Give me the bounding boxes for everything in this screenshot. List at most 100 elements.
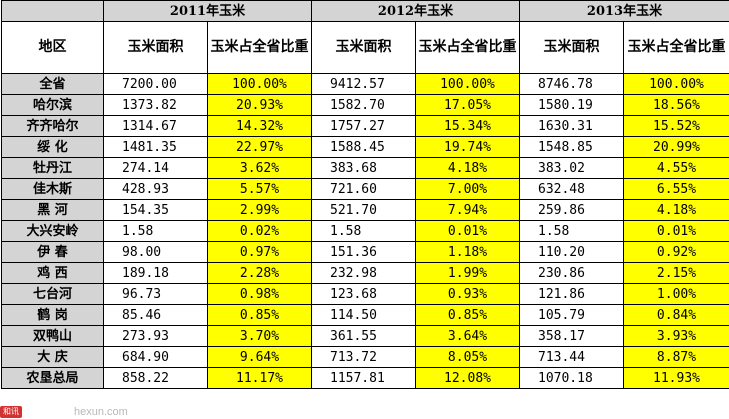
share-cell-2011: 0.85% [207, 304, 312, 326]
share-column-header-2012: 玉米占全省比重 [415, 21, 520, 74]
year-header-2012: 2012年玉米 [311, 0, 520, 22]
share-cell-2011: 3.62% [207, 157, 312, 179]
area-cell-2012: 1157.81 [311, 367, 416, 389]
table-row: 黑 河 154.35 2.99% 521.70 7.94% 259.86 4.18% [1, 199, 729, 221]
share-cell-2013: 4.18% [623, 199, 729, 221]
table-row: 鸡 西 189.18 2.28% 232.98 1.99% 230.86 2.15% [1, 262, 729, 284]
share-cell-2012: 0.01% [415, 220, 520, 242]
area-cell-2011: 273.93 [103, 325, 208, 347]
share-cell-2013: 18.56% [623, 94, 729, 116]
share-cell-2013: 4.55% [623, 157, 729, 179]
area-cell-2013: 1548.85 [519, 136, 624, 158]
area-cell-2012: 713.72 [311, 346, 416, 368]
area-cell-2013: 1070.18 [519, 367, 624, 389]
area-cell-2012: 9412.57 [311, 73, 416, 95]
area-cell-2012: 151.36 [311, 241, 416, 263]
hexun-watermark: 和讯 hexun.com [0, 405, 170, 419]
share-cell-2012: 0.93% [415, 283, 520, 305]
corner-cell [1, 0, 104, 22]
share-cell-2013: 1.00% [623, 283, 729, 305]
share-cell-2013: 0.84% [623, 304, 729, 326]
share-cell-2013: 100.00% [623, 73, 729, 95]
table-row: 七台河 96.73 0.98% 123.68 0.93% 121.86 1.00% [1, 283, 729, 305]
share-cell-2011: 20.93% [207, 94, 312, 116]
region-name-cell: 双鸭山 [1, 325, 104, 347]
area-cell-2011: 1.58 [103, 220, 208, 242]
region-name-cell: 鸡 西 [1, 262, 104, 284]
area-cell-2012: 383.68 [311, 157, 416, 179]
share-cell-2011: 0.97% [207, 241, 312, 263]
area-column-header-2012: 玉米面积 [311, 21, 416, 74]
column-header-row: 地区 玉米面积 玉米占全省比重 玉米面积 玉米占全省比重 玉米面积 玉米占全省比… [1, 21, 729, 74]
area-cell-2011: 96.73 [103, 283, 208, 305]
share-cell-2013: 0.01% [623, 220, 729, 242]
share-cell-2011: 2.28% [207, 262, 312, 284]
region-name-cell: 农垦总局 [1, 367, 104, 389]
area-cell-2012: 1757.27 [311, 115, 416, 137]
area-cell-2011: 684.90 [103, 346, 208, 368]
share-cell-2011: 14.32% [207, 115, 312, 137]
share-cell-2012: 19.74% [415, 136, 520, 158]
area-cell-2013: 110.20 [519, 241, 624, 263]
area-cell-2012: 521.70 [311, 199, 416, 221]
region-name-cell: 七台河 [1, 283, 104, 305]
region-name-cell: 齐齐哈尔 [1, 115, 104, 137]
share-cell-2013: 20.99% [623, 136, 729, 158]
table-row: 大兴安岭 1.58 0.02% 1.58 0.01% 1.58 0.01% [1, 220, 729, 242]
area-cell-2013: 358.17 [519, 325, 624, 347]
share-cell-2013: 6.55% [623, 178, 729, 200]
area-column-header-2013: 玉米面积 [519, 21, 624, 74]
area-cell-2013: 8746.78 [519, 73, 624, 95]
corn-area-table: 2011年玉米 2012年玉米 2013年玉米 地区 玉米面积 玉米占全省比重 … [1, 0, 729, 389]
area-cell-2011: 428.93 [103, 178, 208, 200]
region-name-cell: 鹤 岗 [1, 304, 104, 326]
share-cell-2011: 2.99% [207, 199, 312, 221]
hexun-logo: 和讯 [0, 406, 22, 418]
share-column-header-2013: 玉米占全省比重 [623, 21, 729, 74]
year-header-row: 2011年玉米 2012年玉米 2013年玉米 [1, 0, 729, 22]
share-cell-2011: 9.64% [207, 346, 312, 368]
year-header-2013: 2013年玉米 [519, 0, 729, 22]
area-cell-2013: 105.79 [519, 304, 624, 326]
area-cell-2011: 274.14 [103, 157, 208, 179]
area-cell-2013: 121.86 [519, 283, 624, 305]
area-cell-2011: 189.18 [103, 262, 208, 284]
share-cell-2012: 7.94% [415, 199, 520, 221]
share-cell-2012: 100.00% [415, 73, 520, 95]
share-column-header-2011: 玉米占全省比重 [207, 21, 312, 74]
share-cell-2012: 1.18% [415, 241, 520, 263]
share-cell-2013: 3.93% [623, 325, 729, 347]
area-cell-2012: 721.60 [311, 178, 416, 200]
share-cell-2011: 0.02% [207, 220, 312, 242]
area-cell-2011: 98.00 [103, 241, 208, 263]
area-cell-2013: 1580.19 [519, 94, 624, 116]
table-row: 双鸭山 273.93 3.70% 361.55 3.64% 358.17 3.93% [1, 325, 729, 347]
share-cell-2013: 11.93% [623, 367, 729, 389]
area-cell-2012: 123.68 [311, 283, 416, 305]
share-cell-2011: 3.70% [207, 325, 312, 347]
table-row: 绥 化 1481.35 22.97% 1588.45 19.74% 1548.85 20.9… [1, 136, 729, 158]
table-row: 伊 春 98.00 0.97% 151.36 1.18% 110.20 0.92% [1, 241, 729, 263]
share-cell-2013: 2.15% [623, 262, 729, 284]
share-cell-2011: 5.57% [207, 178, 312, 200]
region-name-cell: 大兴安岭 [1, 220, 104, 242]
region-name-cell: 黑 河 [1, 199, 104, 221]
area-cell-2011: 85.46 [103, 304, 208, 326]
region-name-cell: 全省 [1, 73, 104, 95]
share-cell-2012: 4.18% [415, 157, 520, 179]
area-cell-2013: 713.44 [519, 346, 624, 368]
area-cell-2013: 383.02 [519, 157, 624, 179]
area-cell-2012: 1.58 [311, 220, 416, 242]
region-name-cell: 大 庆 [1, 346, 104, 368]
table-row: 全省 7200.00 100.00% 9412.57 100.00% 8746.78 100… [1, 73, 729, 95]
area-column-header-2011: 玉米面积 [103, 21, 208, 74]
region-name-cell: 伊 春 [1, 241, 104, 263]
area-cell-2011: 154.35 [103, 199, 208, 221]
area-cell-2013: 632.48 [519, 178, 624, 200]
hexun-watermark-text: hexun.com [74, 406, 128, 418]
table-row: 齐齐哈尔 1314.67 14.32% 1757.27 15.34% 1630.31 15.… [1, 115, 729, 137]
table-row: 大 庆 684.90 9.64% 713.72 8.05% 713.44 8.87% [1, 346, 729, 368]
share-cell-2012: 17.05% [415, 94, 520, 116]
area-cell-2011: 1481.35 [103, 136, 208, 158]
area-cell-2012: 232.98 [311, 262, 416, 284]
